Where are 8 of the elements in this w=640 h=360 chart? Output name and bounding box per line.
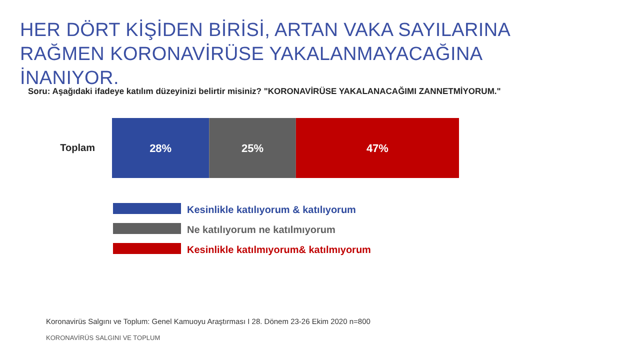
data-label: 28%: [150, 143, 172, 155]
data-label: 47%: [366, 143, 389, 155]
y-tick-label: Toplam: [60, 143, 96, 154]
data-label: 25%: [242, 143, 264, 155]
text: Soru: Aşağıdaki ifadeye katılım düzeyinizi belirtir misiniz? "KORONAVİRÜSE YAKALANACAĞIMI ZANNETMİYORUM.": [28, 86, 501, 96]
text: Ne katılıyorum ne katılmıyorum: [187, 225, 336, 236]
text: Kesinlikle katılıyorum & katılıyorum: [187, 205, 356, 216]
text: Kesinlikle katılmıyorum& katılmıyorum: [187, 245, 372, 256]
